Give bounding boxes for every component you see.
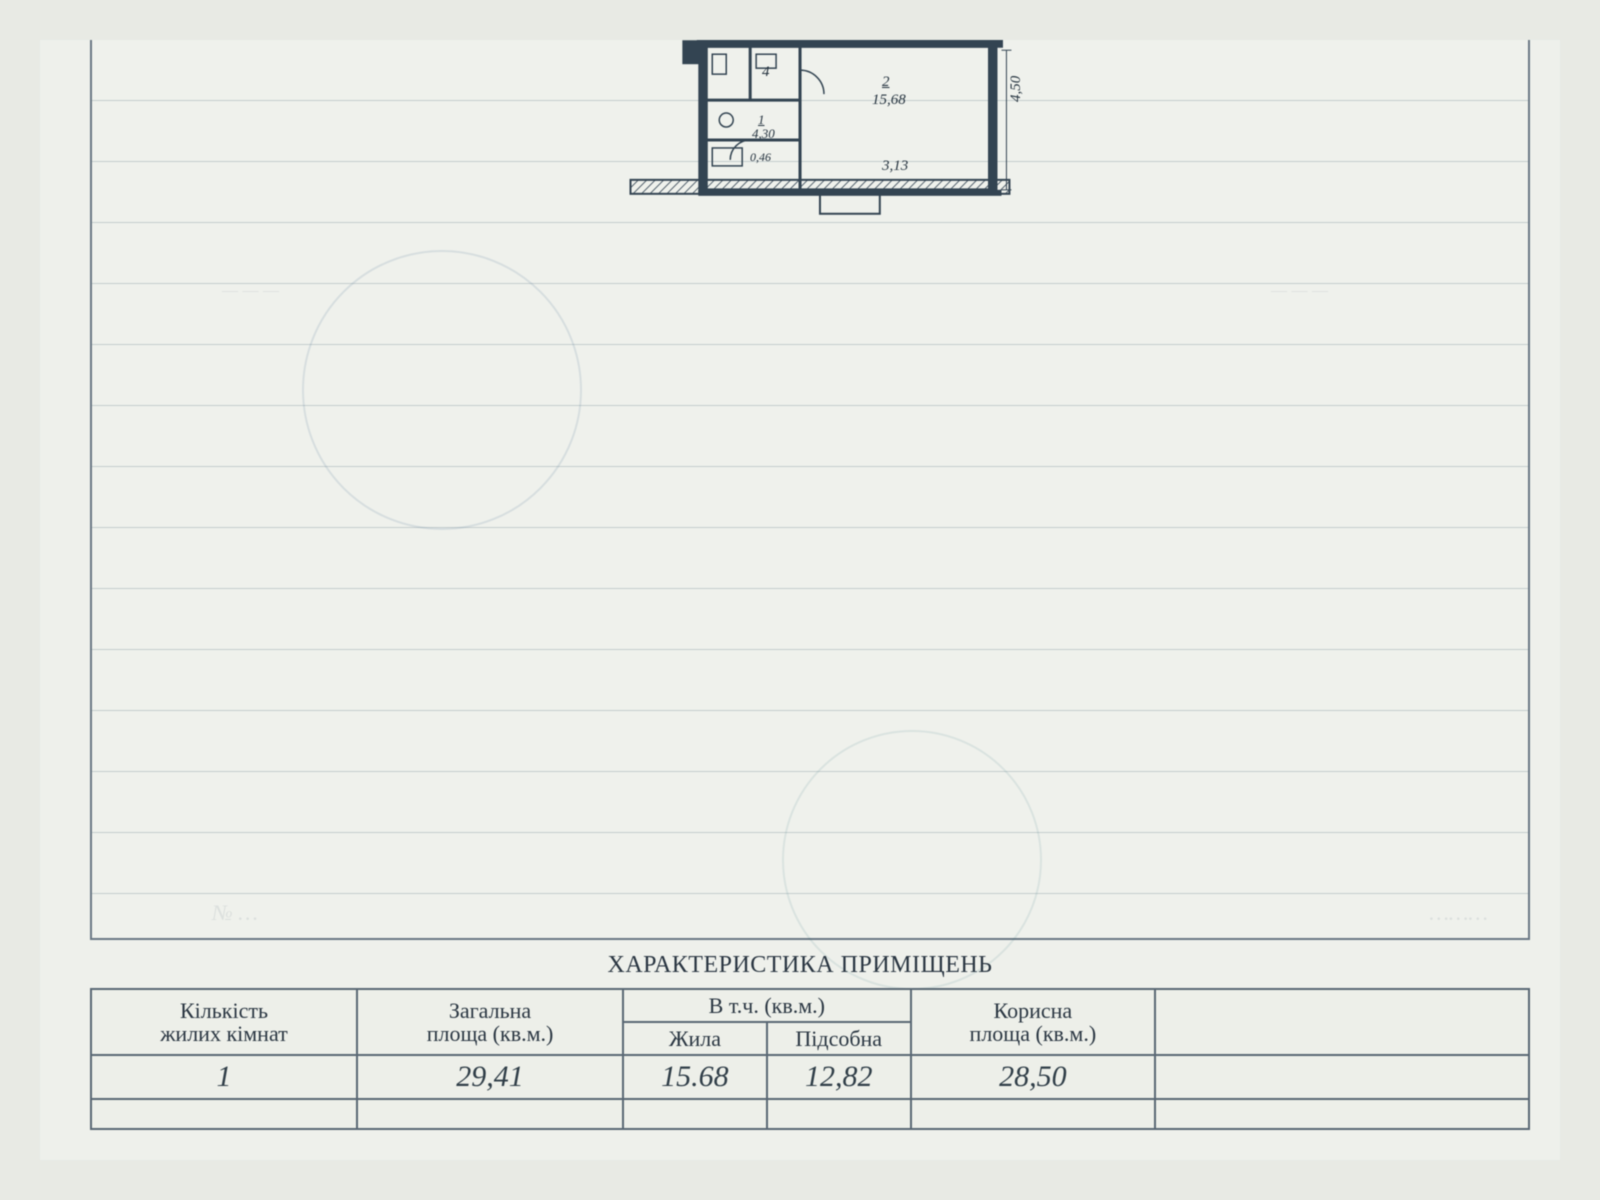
col-incl: В т.ч. (кв.м.): [623, 989, 911, 1022]
document-page: № … ……… — — — — — —: [40, 40, 1560, 1160]
table-row: 1 29,41 15.68 12,82 28,50: [91, 1055, 1529, 1099]
col-total: Загальнаплоща (кв.м.): [357, 989, 623, 1055]
cell-extra: [1155, 1055, 1529, 1099]
floorplan-svg: [92, 40, 1528, 938]
cell-living: 15.68: [623, 1055, 767, 1099]
floorplan-frame: № … ……… — — — — — —: [90, 40, 1530, 940]
col-rooms: Кількістьжилих кімнат: [91, 989, 357, 1055]
cell-total: 29,41: [357, 1055, 623, 1099]
characteristics-table: Кількістьжилих кімнат Загальнаплоща (кв.…: [90, 988, 1530, 1130]
cell-useful: 28,50: [911, 1055, 1155, 1099]
plan-label-roomno: 4: [762, 64, 770, 81]
plan-label-small-area: 4,30: [752, 126, 775, 142]
plan-label-dim-bottom: 3,13: [882, 158, 908, 175]
col-aux: Підсобна: [767, 1022, 911, 1055]
cell-rooms: 1: [91, 1055, 357, 1099]
col-living: Жила: [623, 1022, 767, 1055]
plan-label-dim-right: 4,50: [1008, 76, 1025, 102]
plan-label-main-idx: 2: [882, 74, 890, 91]
col-useful: Кориснаплоща (кв.м.): [911, 989, 1155, 1055]
plan-label-tiny: 0,46: [750, 150, 771, 165]
plan-label-main-area: 15,68: [872, 92, 906, 109]
table-row: [91, 1099, 1529, 1129]
cell-aux: 12,82: [767, 1055, 911, 1099]
section-title: ХАРАКТЕРИСТИКА ПРИМІЩЕНЬ: [40, 952, 1560, 979]
col-extra: [1155, 989, 1529, 1055]
